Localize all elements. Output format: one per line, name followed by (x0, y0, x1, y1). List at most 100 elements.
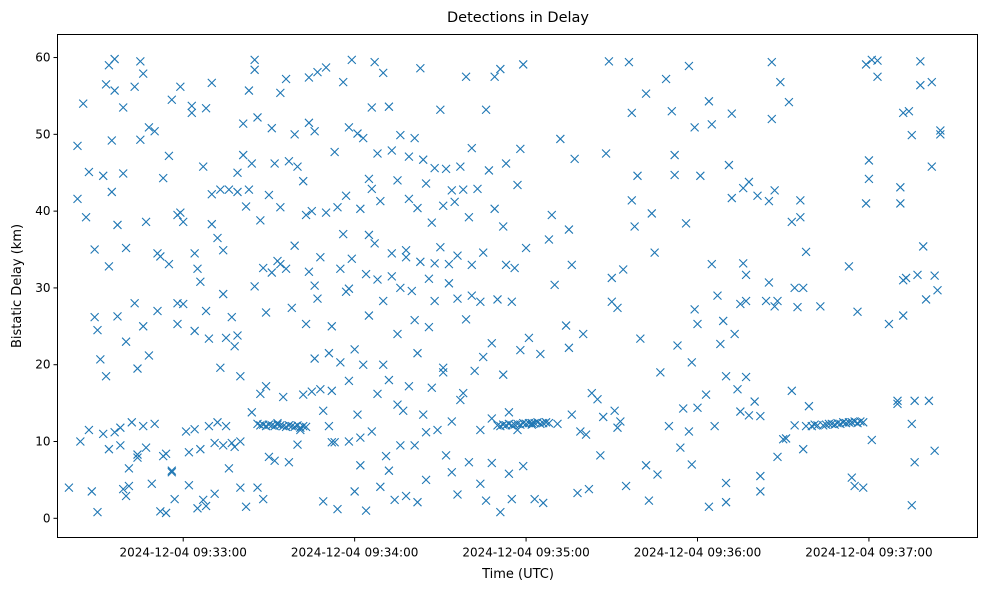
data-point (181, 427, 191, 436)
data-point (184, 480, 194, 490)
data-point (613, 303, 622, 313)
data-point (253, 483, 262, 492)
data-point (201, 306, 211, 316)
data-point (147, 479, 157, 489)
data-point (330, 147, 340, 157)
data-point (450, 197, 460, 207)
data-point (224, 185, 234, 195)
data-point (444, 278, 454, 288)
data-point (407, 286, 417, 296)
data-point (201, 103, 211, 113)
data-point (735, 407, 745, 416)
data-point (95, 354, 105, 364)
data-point (167, 95, 177, 105)
data-point (775, 77, 785, 87)
data-point (701, 390, 711, 400)
data-point (190, 248, 200, 258)
data-point (167, 466, 177, 476)
data-point (381, 451, 391, 461)
data-point (358, 360, 368, 370)
data-point (113, 220, 122, 230)
data-point (170, 494, 180, 504)
data-point (615, 417, 625, 426)
data-point (238, 119, 248, 128)
data-point (218, 245, 228, 255)
data-point (704, 502, 714, 512)
data-point (121, 337, 131, 347)
x-tick-label: 2024-12-04 09:36:00 (634, 546, 761, 560)
data-point (438, 363, 448, 373)
data-point (367, 184, 377, 194)
data-point (133, 453, 142, 463)
data-point (387, 272, 397, 281)
data-point (627, 195, 637, 205)
x-tick-label: 2024-12-04 09:34:00 (291, 546, 418, 560)
data-point (478, 352, 488, 362)
data-point (90, 312, 100, 322)
data-point (298, 390, 308, 400)
data-point (573, 488, 582, 498)
data-point (641, 89, 651, 99)
data-point (253, 113, 262, 122)
data-point (344, 123, 354, 132)
data-point (487, 458, 497, 468)
data-point (115, 440, 125, 450)
data-point (518, 60, 528, 69)
data-point (121, 243, 131, 253)
data-point (167, 467, 177, 477)
data-point (933, 285, 942, 295)
data-point (535, 419, 545, 429)
data-point (430, 163, 440, 173)
y-tick-label: 20 (35, 358, 50, 372)
data-point (847, 473, 857, 482)
data-point (304, 267, 314, 277)
data-point (721, 478, 731, 488)
data-point (687, 358, 697, 367)
data-point (78, 99, 88, 109)
data-point (738, 258, 748, 268)
data-point (415, 257, 425, 267)
data-point (173, 319, 182, 329)
data-point (675, 443, 685, 453)
data-point (304, 73, 314, 82)
y-tick-label: 30 (35, 281, 50, 295)
data-point (298, 176, 308, 186)
data-point (753, 191, 762, 201)
data-point (464, 457, 474, 467)
data-point (770, 186, 780, 195)
data-point (741, 372, 751, 382)
data-point (490, 72, 500, 82)
data-point (338, 229, 348, 239)
data-point (510, 263, 520, 273)
data-point (187, 108, 197, 118)
data-point (413, 497, 422, 507)
data-point (910, 396, 920, 406)
data-point (727, 109, 737, 118)
data-point (135, 56, 145, 66)
data-point (693, 319, 702, 329)
data-point (218, 440, 228, 450)
x-tick-label: 2024-12-04 09:35:00 (462, 546, 589, 560)
data-point (184, 447, 194, 457)
data-point (513, 180, 522, 190)
y-axis-label: Bistatic Delay (km) (10, 224, 25, 348)
data-point (264, 452, 274, 462)
data-point (501, 260, 511, 270)
data-point (915, 56, 925, 66)
data-point (513, 425, 522, 435)
data-point (435, 242, 445, 252)
data-point (307, 206, 317, 216)
data-point (441, 164, 451, 174)
data-point (584, 484, 594, 494)
data-point (613, 423, 622, 433)
data-point (690, 123, 700, 132)
data-point (438, 201, 448, 211)
data-point (104, 444, 114, 454)
data-point (935, 129, 945, 139)
data-point (161, 449, 171, 459)
data-point (350, 487, 360, 496)
data-point (644, 496, 654, 506)
data-point (158, 173, 168, 183)
x-tick-label: 2024-12-04 09:37:00 (805, 546, 932, 560)
